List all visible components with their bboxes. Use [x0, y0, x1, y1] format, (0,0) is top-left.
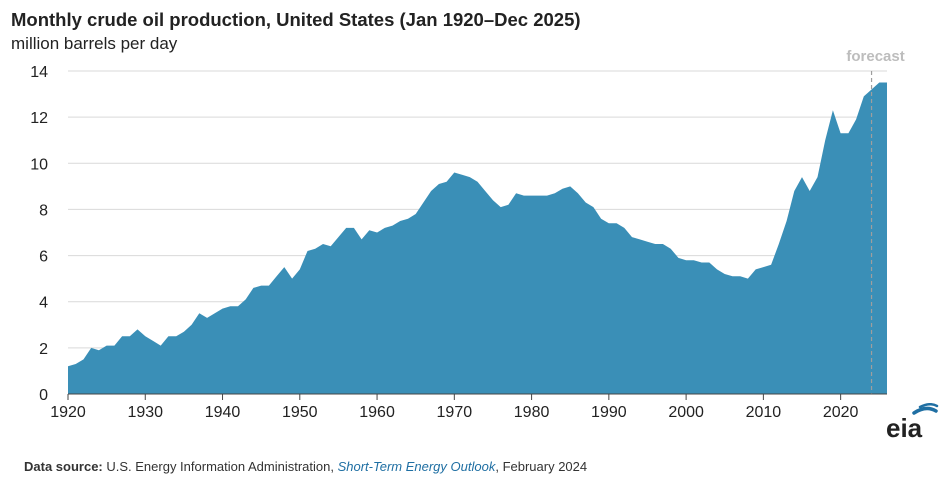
y-tick-label-4: 4 — [39, 295, 48, 312]
eia-logo-arc — [918, 403, 939, 409]
x-tick-label-1960: 1960 — [359, 404, 395, 421]
production-area — [68, 82, 887, 394]
y-axis-unit-label: million barrels per day — [11, 34, 178, 53]
forecast-layer: forecast — [846, 48, 905, 394]
area-layer — [68, 82, 887, 394]
x-axis: 1920 1930 1940 1950 1960 1970 1980 1990 2000 2010… — [50, 393, 887, 421]
x-tick-label-1930: 1930 — [127, 404, 163, 421]
data-source-link[interactable]: Short-Term Energy Outlook — [337, 459, 496, 474]
x-tick-label-1970: 1970 — [437, 404, 473, 421]
eia-logo: eia — [886, 403, 939, 441]
data-source-note: Data source: U.S. Energy Information Adm… — [24, 459, 587, 474]
x-tick-label-1940: 1940 — [205, 404, 241, 421]
y-tick-label-12: 12 — [30, 110, 48, 127]
x-tick-label-1980: 1980 — [514, 404, 550, 421]
x-tick-label-1950: 1950 — [282, 404, 318, 421]
y-tick-label-10: 10 — [30, 156, 48, 173]
y-tick-label-14: 14 — [30, 64, 48, 81]
y-tick-label-2: 2 — [39, 341, 48, 358]
chart-title: Monthly crude oil production, United Sta… — [11, 9, 581, 30]
data-source-label: Data source: — [24, 459, 103, 474]
y-tick-label-8: 8 — [39, 202, 48, 219]
y-tick-label-0: 0 — [39, 387, 48, 404]
eia-logo-text: eia — [886, 413, 923, 441]
y-axis: 0 2 4 6 8 10 12 14 — [30, 64, 48, 404]
data-source-org: U.S. Energy Information Administration, — [102, 459, 338, 474]
data-source-date: , February 2024 — [495, 459, 588, 474]
y-tick-label-6: 6 — [39, 249, 48, 266]
x-tick-label-1990: 1990 — [591, 404, 627, 421]
x-tick-label-2000: 2000 — [668, 404, 704, 421]
eia-logo-arc — [912, 406, 938, 415]
x-tick-label-2010: 2010 — [746, 404, 782, 421]
x-tick-label-1920: 1920 — [50, 404, 86, 421]
x-tick-label-2020: 2020 — [823, 404, 859, 421]
forecast-label: forecast — [846, 48, 904, 65]
